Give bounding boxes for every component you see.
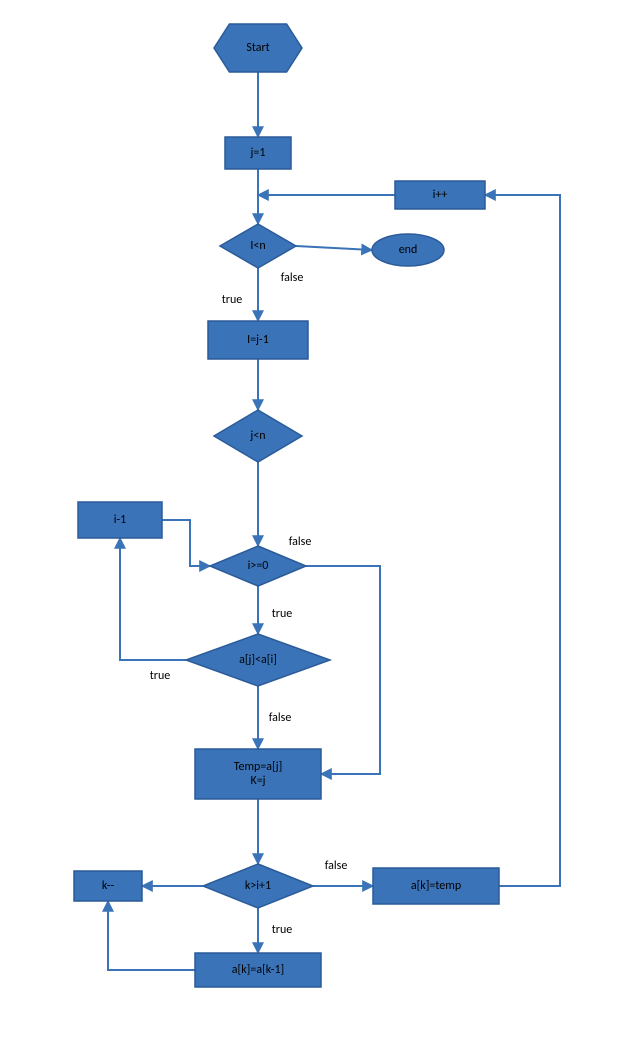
node-kmm: k-- xyxy=(74,871,142,901)
edge-akak1-kmmb xyxy=(108,901,195,970)
edge-label-iltn-end: false xyxy=(281,271,304,285)
node-im1: i-1 xyxy=(78,502,162,538)
node-label-temp-1: K=j xyxy=(250,774,265,788)
flowchart-canvas: false true true false true false true false Star… xyxy=(0,0,644,1048)
node-label-temp-0: Temp=a[j] xyxy=(234,760,283,774)
node-kgt: k>i+1 xyxy=(203,864,313,908)
node-label-im1: i-1 xyxy=(114,513,127,527)
node-akak1: a[k]=a[k-1] xyxy=(195,953,321,987)
edge-label-ige0-ajai: true xyxy=(272,607,293,621)
node-start: Start xyxy=(214,24,302,72)
edge-aktemp-ipp xyxy=(485,195,560,886)
node-label-jltn: j<n xyxy=(249,429,265,443)
edge-ajai-im1b xyxy=(120,538,186,660)
node-ige0: i>=0 xyxy=(210,546,306,586)
edge-label-kgt-akak1: true xyxy=(272,923,293,937)
edge-iltn-end xyxy=(296,246,372,250)
edge-ige0-tempR xyxy=(306,566,380,774)
node-aktemp: a[k]=temp xyxy=(373,868,499,904)
node-label-iltn: I<n xyxy=(250,239,265,253)
node-ij1: I=j-1 xyxy=(208,321,308,359)
node-j1: j=1 xyxy=(225,137,291,169)
edge-label-kgt-aktemp: false xyxy=(325,859,348,873)
node-temp: Temp=a[j]K=j xyxy=(195,749,321,799)
node-label-akak1: a[k]=a[k-1] xyxy=(232,963,284,977)
node-label-kgt: k>i+1 xyxy=(245,879,271,893)
node-iltn: I<n xyxy=(220,224,296,268)
node-label-ij1: I=j-1 xyxy=(247,333,269,347)
node-label-ajai: a[j]<a[i] xyxy=(239,653,277,667)
edge-im1-ige0l xyxy=(162,520,210,566)
edge-label-ajai-temp: false xyxy=(269,711,292,725)
node-label-aktemp: a[k]=temp xyxy=(411,879,461,893)
node-label-ige0: i>=0 xyxy=(248,559,269,573)
node-label-start: Start xyxy=(246,41,269,55)
edge-label-ajai-im1b: true xyxy=(150,669,171,683)
node-label-ipp: i++ xyxy=(433,188,448,202)
node-jltn: j<n xyxy=(214,410,302,462)
edge-label-ige0-tempR: false xyxy=(289,535,312,549)
node-label-j1: j=1 xyxy=(250,146,266,160)
node-ajai: a[j]<a[i] xyxy=(186,634,330,686)
edge-label-iltn-ij1: true xyxy=(222,293,243,307)
node-ipp: i++ xyxy=(395,181,485,209)
node-label-kmm: k-- xyxy=(102,879,115,893)
node-label-end: end xyxy=(399,243,418,257)
node-end: end xyxy=(372,234,444,266)
